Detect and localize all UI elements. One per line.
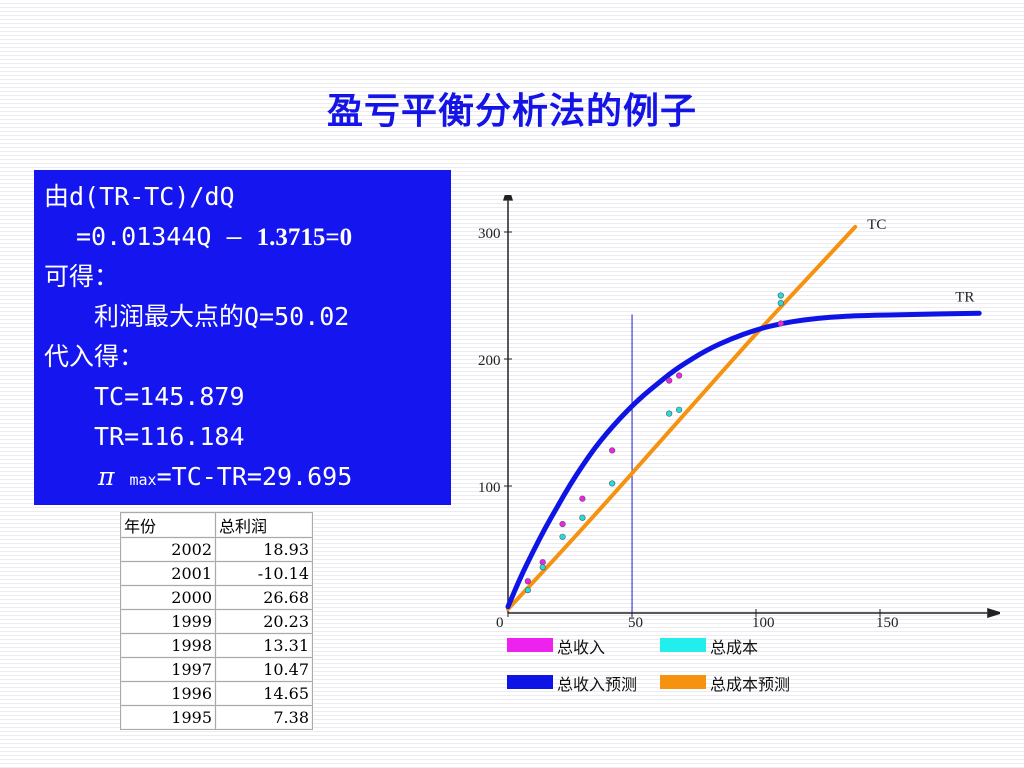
profit-cell: 7.38 xyxy=(215,705,313,730)
profit-cell: 20.23 xyxy=(215,609,313,634)
table-row: 1998 13.31 xyxy=(120,633,313,658)
revenue-point xyxy=(559,521,566,528)
profit-cell: 18.93 xyxy=(215,537,313,562)
x-tick-label: 100 xyxy=(752,615,775,631)
tr-result: TR=116.184 xyxy=(94,422,245,451)
x-tick-label: 0 xyxy=(496,615,504,631)
year-cell: 1999 xyxy=(120,609,216,634)
revenue-point xyxy=(777,320,784,327)
header-year: 年份 xyxy=(120,512,216,538)
table-row: 2001 -10.14 xyxy=(120,561,313,586)
max-profit-expression: =TC-TR=29.695 xyxy=(156,462,353,491)
table-row: 1996 14.65 xyxy=(120,681,313,706)
derivation-line-3: 可得： xyxy=(44,262,120,291)
derivation-line-2-a: =0.01344Q – xyxy=(76,222,257,251)
cost-point xyxy=(539,564,546,571)
table-row: 1995 7.38 xyxy=(120,705,313,730)
year-cell: 2000 xyxy=(120,585,216,610)
cost-point xyxy=(559,533,566,540)
table-row: 1997 10.47 xyxy=(120,657,313,682)
cost-point xyxy=(666,410,673,417)
table-header-row: 年份 总利润 xyxy=(120,512,313,538)
derivation-line-2: =0.01344Q – 1.3715=0 xyxy=(76,222,352,253)
year-cell: 1995 xyxy=(120,705,216,730)
cost-point xyxy=(777,300,784,307)
table-row: 2002 18.93 xyxy=(120,537,313,562)
table-row: 2000 26.68 xyxy=(120,585,313,610)
tc-curve xyxy=(506,224,858,612)
derivation-line-4: 利润最大点的Q=50.02 xyxy=(94,302,350,331)
legend-label-revenue-forecast: 总收入预测 xyxy=(557,675,638,694)
cost-point xyxy=(524,587,531,594)
x-tick-label: 150 xyxy=(876,615,899,631)
legend-label-cost-forecast: 总成本预测 xyxy=(710,675,791,694)
slide-title: 盈亏平衡分析法的例子 xyxy=(326,91,697,132)
cost-point xyxy=(676,406,683,413)
revenue-point xyxy=(524,578,531,585)
revenue-point xyxy=(609,447,616,454)
header-profit: 总利润 xyxy=(215,512,313,538)
tc-curve-label: TC xyxy=(867,217,886,233)
x-axis-arrow xyxy=(987,608,1000,618)
max-subscript: max xyxy=(129,471,157,489)
breakeven-chart: 0 50 100 150 100 200 300 TC TR xyxy=(478,195,1000,631)
x-tick-label: 50 xyxy=(628,615,643,631)
tc-result: TC=145.879 xyxy=(94,382,245,411)
tr-curve xyxy=(505,310,982,610)
y-tick-label: 300 xyxy=(478,226,501,242)
profit-cell: 10.47 xyxy=(215,657,313,682)
revenue-point xyxy=(539,559,546,566)
derivation-box: 由d(TR-TC)/dQ =0.01344Q – 1.3715=0 可得： 利润… xyxy=(34,170,451,505)
revenue-point xyxy=(579,495,586,502)
year-cell: 1997 xyxy=(120,657,216,682)
legend-swatch-cost-forecast xyxy=(660,675,706,689)
year-cell: 1996 xyxy=(120,681,216,706)
revenue-point xyxy=(676,372,683,379)
legend-swatch-cost xyxy=(660,638,706,652)
cost-point xyxy=(777,292,784,299)
profit-table: 年份 总利润 2002 18.93 2001 -10.14 2000 26.68 19… xyxy=(120,512,313,730)
cost-point xyxy=(609,480,616,487)
tr-curve-label: TR xyxy=(955,289,974,305)
pi-symbol: π xyxy=(98,462,115,491)
y-tick-label: 200 xyxy=(478,353,501,369)
profit-cell: 14.65 xyxy=(215,681,313,706)
profit-cell: -10.14 xyxy=(215,561,313,586)
legend-swatch-revenue-forecast xyxy=(507,675,553,689)
legend-label-cost: 总成本 xyxy=(710,638,759,657)
year-cell: 2002 xyxy=(120,537,216,562)
table-row: 1999 20.23 xyxy=(120,609,313,634)
revenue-point xyxy=(666,377,673,384)
year-cell: 1998 xyxy=(120,633,216,658)
cost-point xyxy=(579,514,586,521)
derivation-line-1: 由d(TR-TC)/dQ xyxy=(44,182,235,211)
legend-label-revenue: 总收入 xyxy=(557,638,606,657)
derivation-line-2-b: 1.3715=0 xyxy=(256,224,353,251)
y-axis-arrow xyxy=(503,195,513,201)
derivation-line-5: 代入得： xyxy=(44,342,145,371)
year-cell: 2001 xyxy=(120,561,216,586)
y-tick-label: 100 xyxy=(478,480,501,496)
profit-cell: 13.31 xyxy=(215,633,313,658)
legend-swatch-revenue xyxy=(507,638,553,652)
max-profit-result: π max=TC-TR=29.695 xyxy=(98,462,352,495)
profit-cell: 26.68 xyxy=(215,585,313,610)
